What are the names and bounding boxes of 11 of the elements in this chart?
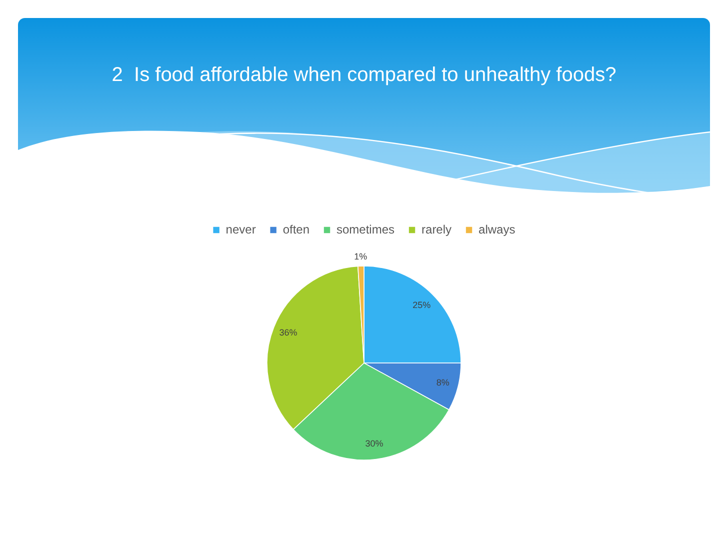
legend-label: often bbox=[282, 222, 310, 236]
data-label: 8% bbox=[436, 378, 450, 388]
legend-label: never bbox=[226, 222, 256, 236]
data-label: 1% bbox=[354, 252, 368, 262]
data-label: 30% bbox=[365, 438, 384, 448]
data-label: 36% bbox=[279, 327, 298, 338]
chart-title: 2 Is food affordable when compared to unhealthy foods? bbox=[110, 63, 618, 88]
data-label: 25% bbox=[412, 300, 431, 310]
legend-label: sometimes bbox=[336, 222, 395, 236]
legend-label: rarely bbox=[422, 222, 452, 236]
legend-label: always bbox=[478, 222, 516, 236]
